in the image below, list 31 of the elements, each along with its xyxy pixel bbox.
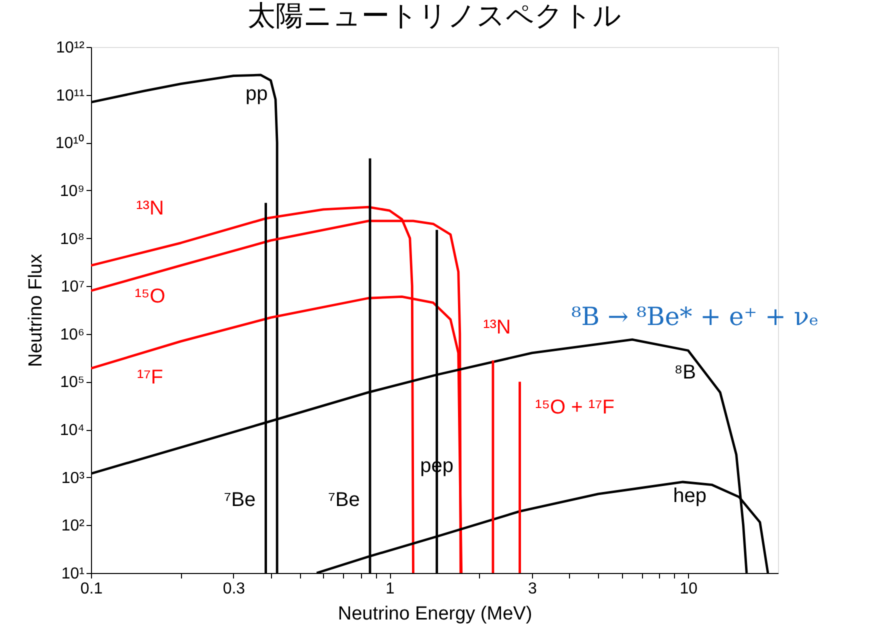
- y-tick-label: 10⁴: [60, 422, 85, 440]
- y-tick-label: 10⁸: [60, 230, 84, 248]
- x-tick-label: 0.3: [222, 580, 246, 598]
- series-label: pp: [246, 82, 268, 105]
- x-tick-label: 10: [680, 580, 698, 598]
- y-axis-title: Neutrino Flux: [25, 254, 46, 367]
- chart-title: 太陽ニュートリノスペクトル: [248, 0, 622, 32]
- series-label: ⁷Be: [328, 489, 360, 511]
- y-tick-label: 10⁹: [60, 182, 84, 200]
- y-tick-label: 10⁵: [60, 374, 84, 392]
- series-label: ¹⁷F: [136, 366, 164, 388]
- series-label: ⁸B: [674, 361, 696, 384]
- x-tick-label: 1: [386, 580, 395, 598]
- y-tick-label: 10²: [61, 518, 86, 535]
- series-label: ⁷Be: [224, 489, 256, 511]
- y-tick-label: 10³: [61, 470, 86, 487]
- x-tick-label: 0.1: [80, 580, 103, 598]
- x-tick-label: 3: [528, 580, 538, 598]
- y-tick-label: 10¹: [61, 566, 84, 582]
- series-label: ¹⁵O + ¹⁷F: [535, 396, 614, 419]
- y-tick-label: 10¹¹: [56, 87, 84, 104]
- series-label: hep: [673, 485, 707, 507]
- series-label: ¹⁵O: [134, 286, 166, 308]
- y-tick-label: 10¹²: [56, 40, 86, 56]
- y-tick-label: 10¹⁰: [55, 134, 84, 152]
- x-axis-title: Neutrino Energy (MeV): [338, 604, 532, 624]
- y-tick-label: 10⁷: [60, 278, 85, 296]
- series-label: ¹³N: [136, 197, 164, 220]
- series-label: ¹³N: [483, 316, 511, 338]
- annotation: ⁸B → ⁸Be* + e⁺ + νₑ: [571, 302, 819, 331]
- y-tick-label: 10⁶: [60, 326, 84, 344]
